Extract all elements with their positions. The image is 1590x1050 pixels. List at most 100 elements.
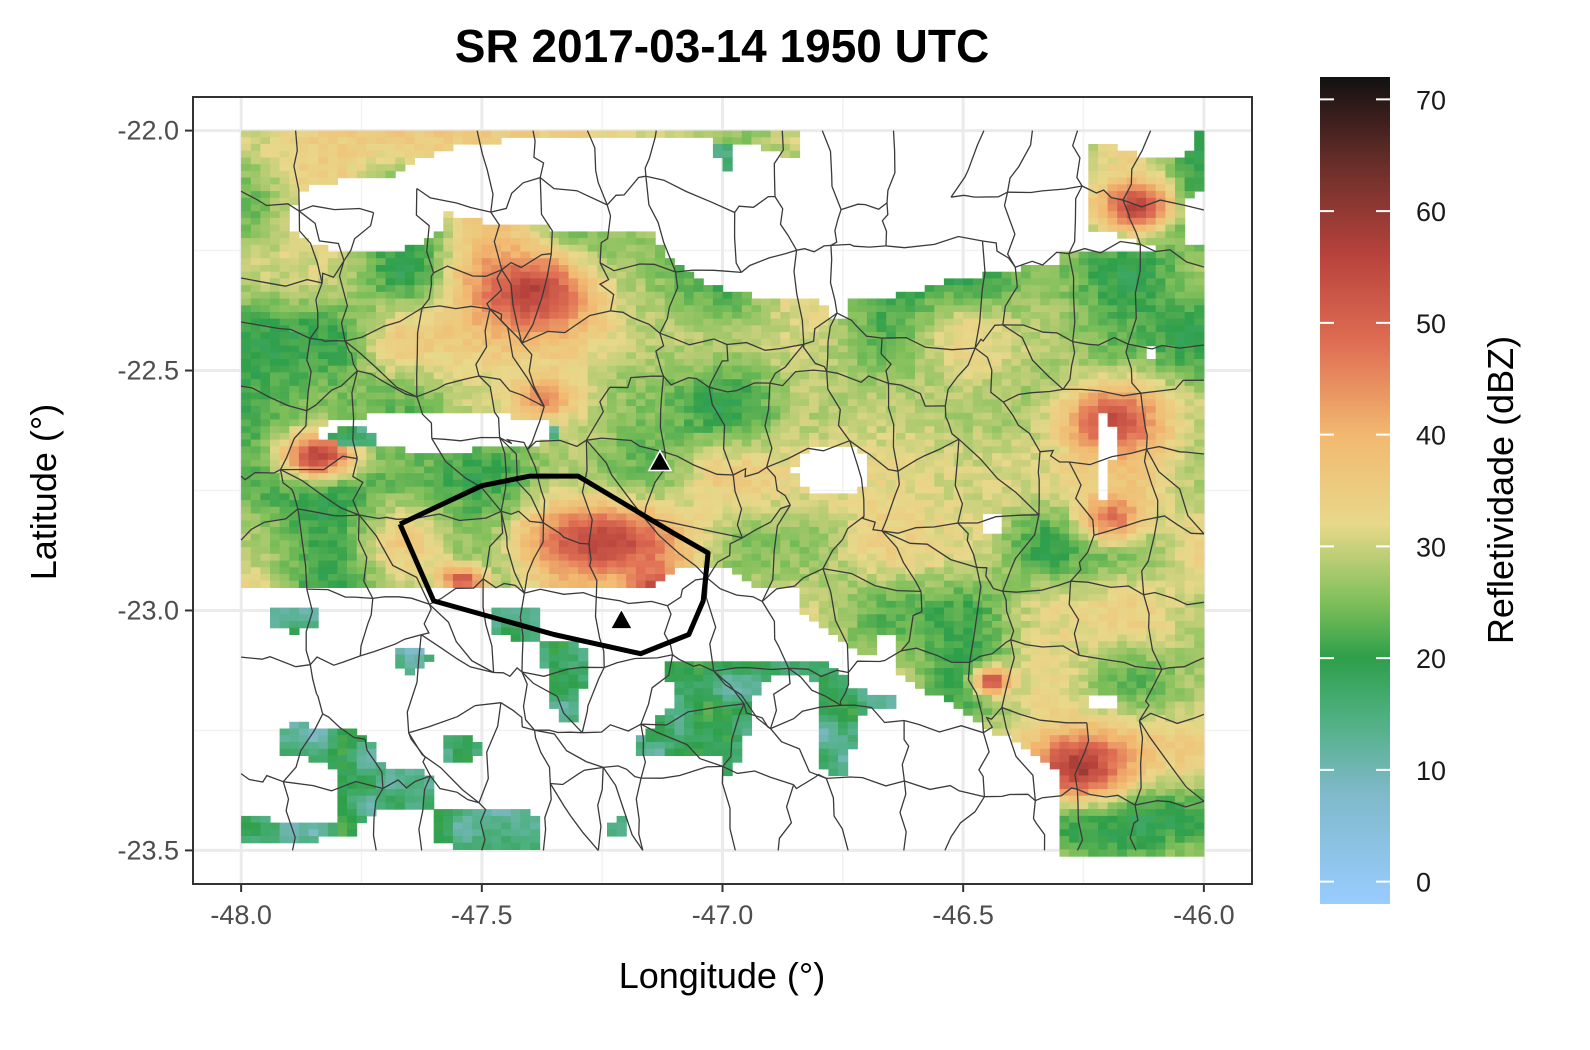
reflectivity-cell	[943, 473, 955, 481]
reflectivity-cell	[1049, 412, 1060, 421]
reflectivity-cell	[318, 291, 329, 300]
reflectivity-cell	[250, 265, 261, 273]
reflectivity-cell	[635, 298, 647, 306]
reflectivity-cell	[433, 479, 444, 488]
reflectivity-cell	[1088, 379, 1099, 387]
reflectivity-cell	[491, 493, 502, 501]
reflectivity-cell	[1059, 318, 1070, 326]
reflectivity-cell	[443, 385, 454, 394]
reflectivity-cell	[1049, 426, 1060, 434]
reflectivity-cell	[886, 426, 897, 434]
reflectivity-cell	[308, 278, 319, 286]
reflectivity-cell	[578, 325, 589, 333]
reflectivity-cell	[751, 325, 762, 333]
reflectivity-cell	[1001, 291, 1012, 300]
reflectivity-cell	[770, 332, 781, 340]
reflectivity-cell	[404, 533, 415, 541]
reflectivity-cell	[693, 553, 704, 562]
reflectivity-cell	[905, 453, 916, 461]
reflectivity-cell	[270, 486, 281, 494]
reflectivity-cell	[953, 278, 964, 286]
reflectivity-cell	[1136, 419, 1147, 427]
reflectivity-cell	[963, 520, 974, 528]
reflectivity-cell	[241, 332, 252, 340]
reflectivity-cell	[626, 325, 637, 333]
reflectivity-cell	[607, 278, 618, 286]
reflectivity-cell	[462, 224, 473, 232]
reflectivity-cell	[982, 500, 993, 508]
reflectivity-cell	[501, 312, 512, 320]
reflectivity-cell	[857, 318, 868, 326]
reflectivity-cell	[1175, 251, 1186, 259]
reflectivity-cell	[260, 479, 271, 488]
reflectivity-cell	[953, 399, 964, 407]
reflectivity-cell	[308, 426, 319, 434]
reflectivity-cell	[1107, 338, 1118, 347]
reflectivity-cell	[318, 399, 329, 407]
reflectivity-cell	[491, 332, 502, 340]
reflectivity-cell	[356, 473, 367, 481]
reflectivity-cell	[270, 406, 281, 414]
reflectivity-cell	[337, 513, 348, 521]
reflectivity-cell	[433, 493, 444, 501]
reflectivity-cell	[943, 506, 955, 515]
reflectivity-cell	[462, 527, 473, 535]
reflectivity-cell	[943, 359, 955, 367]
reflectivity-cell	[1059, 506, 1070, 515]
reflectivity-cell	[462, 231, 473, 239]
reflectivity-cell	[1098, 553, 1109, 562]
reflectivity-cell	[1020, 547, 1032, 555]
reflectivity-cell	[616, 439, 627, 447]
reflectivity-cell	[395, 291, 406, 300]
reflectivity-cell	[1194, 278, 1205, 286]
reflectivity-cell	[693, 406, 704, 414]
reflectivity-cell	[578, 560, 589, 568]
reflectivity-cell	[1049, 533, 1060, 541]
reflectivity-cell	[1040, 265, 1051, 273]
reflectivity-cell	[578, 359, 589, 367]
reflectivity-cell	[558, 506, 569, 515]
reflectivity-cell	[722, 385, 733, 394]
reflectivity-cell	[1194, 150, 1205, 158]
reflectivity-cell	[549, 285, 560, 293]
reflectivity-cell	[645, 574, 656, 582]
reflectivity-cell	[655, 486, 666, 494]
reflectivity-cell	[1049, 432, 1060, 441]
reflectivity-cell	[530, 338, 541, 347]
reflectivity-cell	[443, 318, 454, 326]
reflectivity-cell	[318, 459, 329, 468]
reflectivity-cell	[664, 446, 675, 454]
reflectivity-cell	[992, 352, 1003, 360]
reflectivity-cell	[298, 164, 310, 172]
reflectivity-cell	[1165, 567, 1176, 575]
reflectivity-cell	[452, 372, 464, 380]
reflectivity-cell	[703, 291, 714, 300]
reflectivity-cell	[510, 244, 521, 253]
reflectivity-cell	[992, 379, 1003, 387]
reflectivity-cell	[1194, 359, 1205, 367]
reflectivity-cell	[703, 385, 714, 394]
reflectivity-cell	[385, 365, 396, 373]
reflectivity-cell	[895, 500, 906, 508]
reflectivity-cell	[684, 560, 695, 568]
reflectivity-cell	[558, 553, 569, 562]
reflectivity-cell	[1146, 312, 1157, 320]
reflectivity-cell	[1088, 473, 1099, 481]
reflectivity-cell	[1136, 439, 1147, 447]
reflectivity-cell	[443, 466, 454, 474]
reflectivity-cell	[809, 567, 820, 575]
reflectivity-cell	[597, 318, 608, 326]
reflectivity-cell	[1030, 493, 1041, 501]
reflectivity-cell	[318, 130, 329, 138]
reflectivity-cell	[963, 479, 974, 488]
reflectivity-cell	[347, 473, 358, 481]
reflectivity-cell	[1040, 473, 1051, 481]
reflectivity-cell	[1059, 527, 1070, 535]
reflectivity-cell	[972, 533, 983, 541]
reflectivity-cell	[982, 406, 993, 414]
reflectivity-cell	[616, 446, 627, 454]
reflectivity-cell	[674, 385, 685, 394]
reflectivity-cell	[818, 305, 829, 313]
reflectivity-cell	[260, 204, 271, 212]
reflectivity-cell	[943, 513, 955, 521]
